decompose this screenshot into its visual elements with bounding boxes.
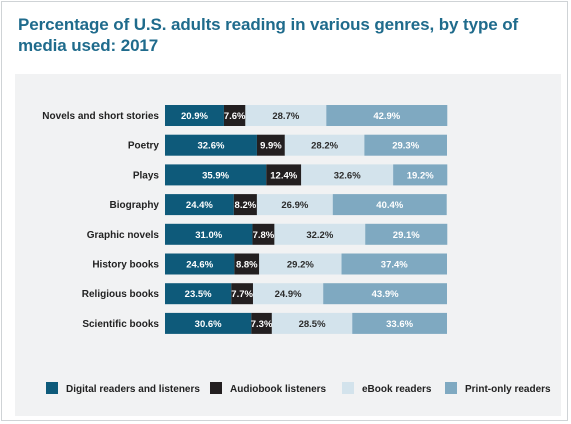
chart-title: Percentage of U.S. adults reading in var… bbox=[18, 15, 519, 55]
data-label: 7.6% bbox=[224, 111, 246, 122]
bar-segment bbox=[165, 223, 253, 245]
data-label: 33.6% bbox=[386, 319, 413, 330]
bar-segment bbox=[271, 312, 353, 334]
legend-label: eBook readers bbox=[362, 384, 432, 395]
bar-segment bbox=[165, 312, 252, 334]
bar-segment bbox=[284, 134, 365, 156]
data-label: 28.7% bbox=[272, 111, 299, 122]
data-label: 31.0% bbox=[195, 230, 222, 241]
category-label: Novels and short stories bbox=[42, 111, 159, 122]
data-label: 24.9% bbox=[275, 289, 302, 300]
bar-segment bbox=[341, 253, 447, 275]
bar-segment bbox=[364, 134, 447, 156]
bar-segment bbox=[165, 283, 232, 305]
category-label: Poetry bbox=[128, 141, 160, 152]
data-label: 35.9% bbox=[202, 170, 229, 181]
bar-segment bbox=[352, 312, 447, 334]
data-label: 26.9% bbox=[281, 200, 308, 211]
bar-segment bbox=[393, 164, 448, 186]
data-label: 29.2% bbox=[287, 260, 314, 271]
legend-swatch bbox=[445, 382, 457, 394]
data-label: 30.6% bbox=[195, 319, 222, 330]
data-label: 29.1% bbox=[393, 230, 420, 241]
bar-segment bbox=[326, 105, 448, 126]
bar-segment bbox=[234, 253, 260, 275]
legend-label: Audiobook listeners bbox=[230, 384, 327, 395]
bar-segment bbox=[245, 105, 327, 126]
chart-panel: Novels and short stories 20.9% 7.6% 28.7% 42… bbox=[15, 74, 561, 416]
bar-segment bbox=[231, 283, 253, 305]
data-label: 42.9% bbox=[373, 111, 400, 122]
bar-segment bbox=[256, 134, 285, 156]
data-label: 43.9% bbox=[372, 289, 399, 300]
category-label: Religious books bbox=[82, 289, 160, 300]
data-label: 24.4% bbox=[186, 200, 213, 211]
data-label: 32.6% bbox=[334, 170, 361, 181]
category-label: Graphic novels bbox=[87, 230, 160, 241]
category-label: Plays bbox=[133, 170, 160, 181]
data-label: 29.3% bbox=[392, 141, 419, 152]
bar-segment bbox=[251, 312, 272, 334]
data-label: 19.2% bbox=[407, 170, 434, 181]
data-label: 37.4% bbox=[381, 260, 408, 271]
data-label: 8.8% bbox=[236, 260, 258, 271]
bar-segment bbox=[274, 223, 366, 245]
bar-segment bbox=[223, 105, 246, 126]
data-label: 24.6% bbox=[186, 260, 213, 271]
legend-label: Digital readers and listeners bbox=[66, 384, 200, 395]
bar-segment bbox=[252, 223, 275, 245]
category-label: Biography bbox=[110, 200, 160, 211]
data-label: 8.2% bbox=[235, 200, 257, 211]
bar-segment bbox=[165, 194, 234, 216]
bar-segment bbox=[165, 253, 235, 275]
legend-label: Print-only readers bbox=[465, 384, 551, 395]
stacked-bar-chart: Novels and short stories 20.9% 7.6% 28.7% 42… bbox=[42, 105, 551, 395]
data-label: 7.3% bbox=[251, 319, 273, 330]
bar-segment bbox=[259, 253, 342, 275]
bar-segment bbox=[365, 223, 448, 245]
bar-segment bbox=[301, 164, 394, 186]
data-label: 28.2% bbox=[311, 141, 338, 152]
data-label: 23.5% bbox=[185, 289, 212, 300]
data-label: 28.5% bbox=[299, 319, 326, 330]
data-label: 20.9% bbox=[181, 111, 208, 122]
bar-segment bbox=[323, 283, 447, 305]
legend-swatch bbox=[46, 382, 58, 394]
data-label: 12.4% bbox=[270, 170, 297, 181]
bar-segment bbox=[332, 194, 447, 216]
category-label: History books bbox=[92, 260, 159, 271]
legend-swatch bbox=[342, 382, 354, 394]
bar-segment bbox=[233, 194, 257, 216]
bar-segment bbox=[165, 164, 267, 186]
bar-segment bbox=[165, 105, 224, 126]
data-label: 7.7% bbox=[231, 289, 253, 300]
bar-segment bbox=[256, 194, 333, 216]
data-label: 9.9% bbox=[260, 141, 282, 152]
data-label: 7.8% bbox=[253, 230, 275, 241]
data-label: 32.6% bbox=[197, 141, 224, 152]
bar-segment bbox=[266, 164, 302, 186]
bar-segment bbox=[165, 134, 257, 156]
category-label: Scientific books bbox=[82, 319, 159, 330]
legend-swatch bbox=[210, 382, 222, 394]
bar-segment bbox=[252, 283, 324, 305]
data-label: 32.2% bbox=[306, 230, 333, 241]
data-label: 40.4% bbox=[376, 200, 403, 211]
